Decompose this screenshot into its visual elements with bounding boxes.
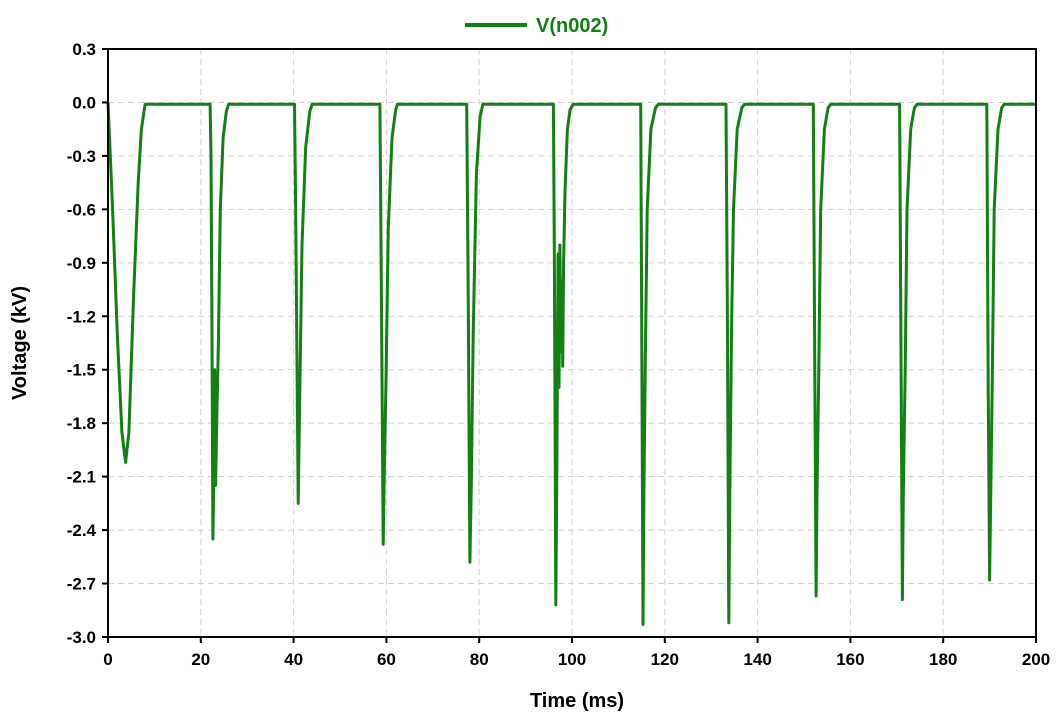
x-axis-title: Time (ms) bbox=[530, 690, 624, 712]
y-tick-label: -0.6 bbox=[67, 200, 96, 219]
x-tick-label: 100 bbox=[558, 650, 586, 669]
x-tick-label: 140 bbox=[743, 650, 771, 669]
x-tick-label: 200 bbox=[1022, 650, 1050, 669]
y-tick-label: -2.7 bbox=[67, 575, 96, 594]
legend: V(n002) bbox=[465, 15, 608, 37]
y-tick-label: -3.0 bbox=[67, 628, 96, 647]
y-tick-label: -1.8 bbox=[67, 414, 96, 433]
x-tick-label: 120 bbox=[651, 650, 679, 669]
y-axis-title: Voltage (kV) bbox=[9, 286, 31, 400]
y-tick-label: -2.4 bbox=[67, 521, 97, 540]
y-tick-label: -1.5 bbox=[67, 361, 96, 380]
x-tick-label: 20 bbox=[191, 650, 210, 669]
y-tick-label: -0.3 bbox=[67, 147, 96, 166]
y-tick-label: -0.9 bbox=[67, 254, 96, 273]
legend-label-v-n002: V(n002) bbox=[536, 15, 608, 37]
grid bbox=[108, 49, 1036, 637]
x-tick-label: 80 bbox=[470, 650, 489, 669]
x-axis-ticks: 0 20 40 60 80 100 120 140 160 180 200 bbox=[103, 637, 1050, 669]
x-tick-label: 180 bbox=[929, 650, 957, 669]
x-tick-label: 0 bbox=[103, 650, 112, 669]
series-line bbox=[106, 102, 1036, 626]
x-tick-label: 60 bbox=[377, 650, 396, 669]
y-tick-label: -2.1 bbox=[67, 468, 96, 487]
y-tick-label: 0.3 bbox=[72, 40, 96, 59]
x-tick-label: 40 bbox=[284, 650, 303, 669]
y-tick-label: 0.0 bbox=[72, 93, 96, 112]
y-axis-ticks: 0.3 0.0 -0.3 -0.6 -0.9 -1.2 -1.5 -1.8 -2.1 -2.4 -2… bbox=[67, 40, 108, 647]
y-tick-label: -1.2 bbox=[67, 307, 96, 326]
series-layer bbox=[106, 102, 1036, 626]
x-tick-label: 160 bbox=[836, 650, 864, 669]
